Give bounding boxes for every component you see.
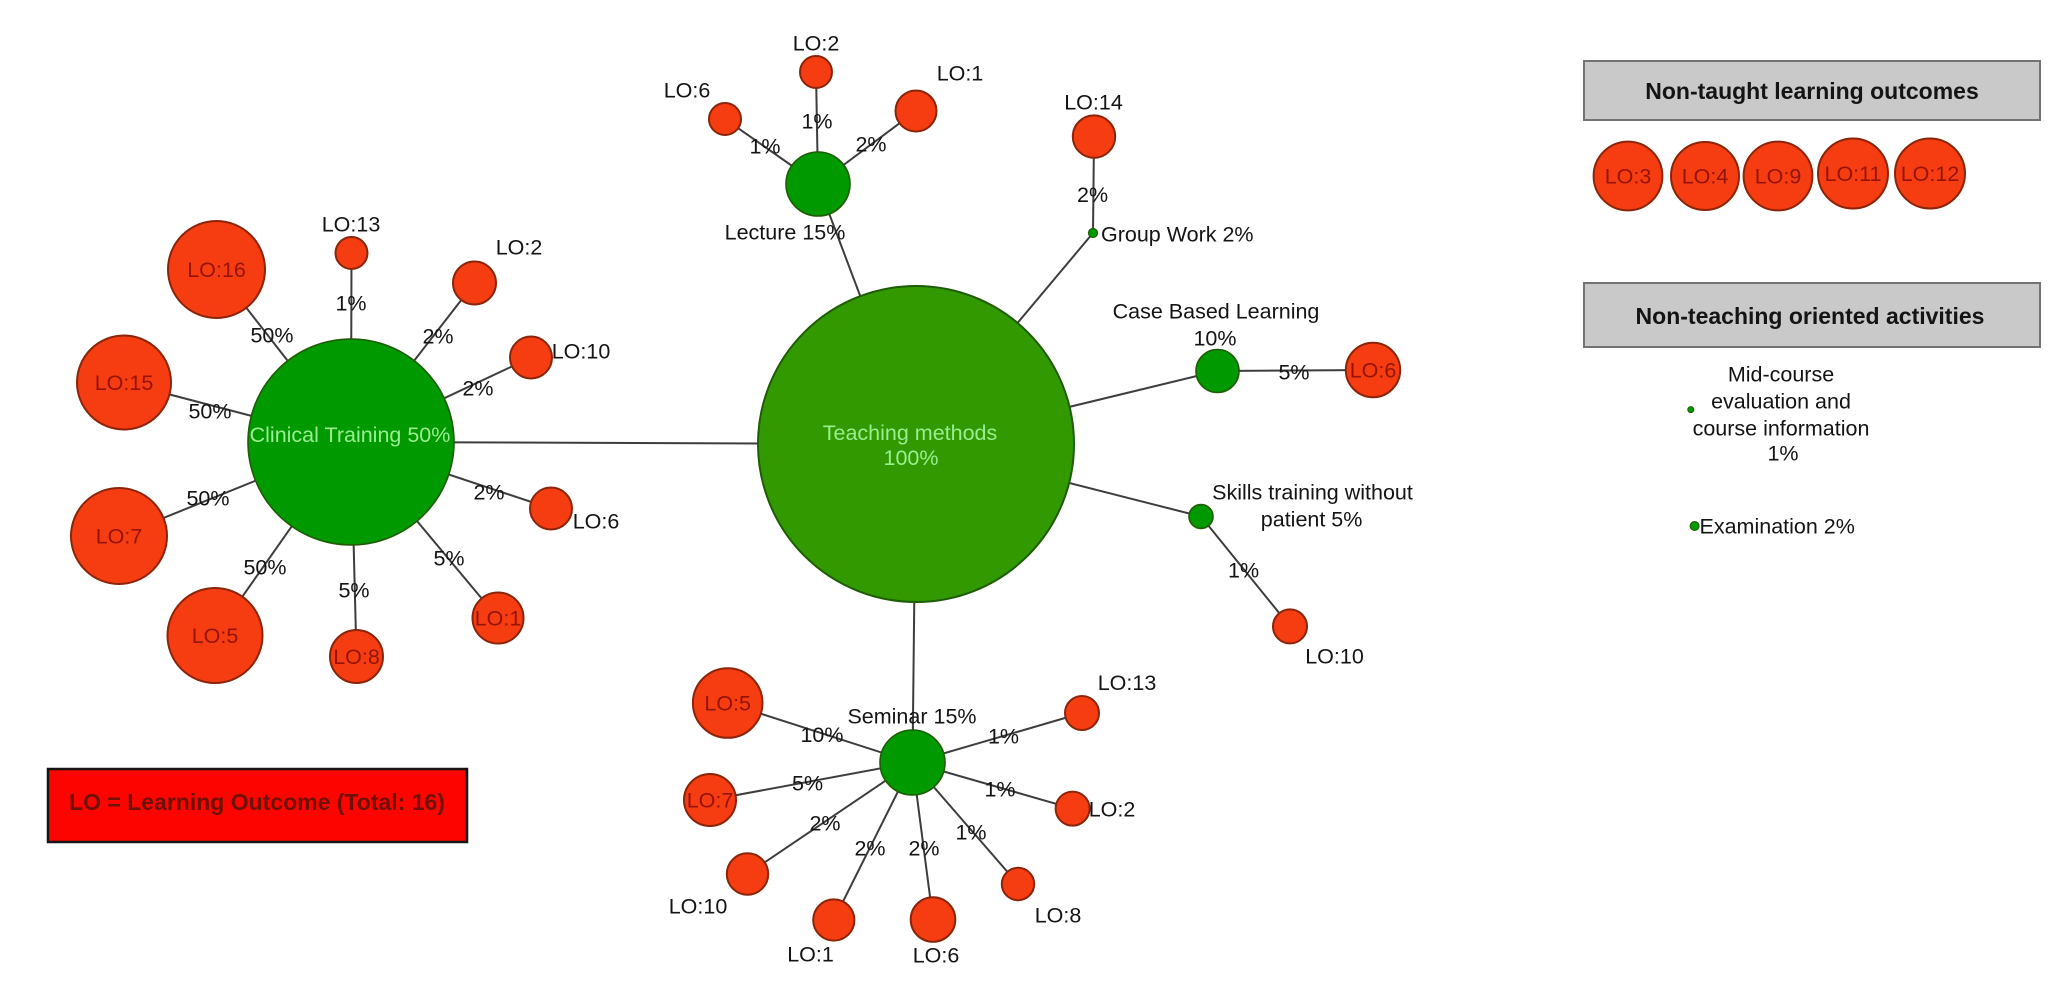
svg-text:2%: 2% bbox=[473, 481, 504, 505]
svg-text:LO:10: LO:10 bbox=[552, 340, 611, 364]
svg-text:LO:6: LO:6 bbox=[573, 510, 620, 534]
svg-text:1%: 1% bbox=[988, 725, 1019, 749]
svg-text:Case Based Learning: Case Based Learning bbox=[1113, 300, 1320, 324]
svg-text:LO:1: LO:1 bbox=[787, 943, 834, 967]
svg-text:1%: 1% bbox=[335, 292, 366, 316]
svg-text:Non-teaching oriented activiti: Non-teaching oriented activities bbox=[1636, 303, 1985, 329]
svg-text:LO:10: LO:10 bbox=[1305, 645, 1364, 669]
svg-text:LO:8: LO:8 bbox=[1035, 904, 1082, 928]
svg-text:1%: 1% bbox=[984, 778, 1015, 802]
svg-text:course information: course information bbox=[1693, 417, 1870, 441]
svg-text:LO:5: LO:5 bbox=[192, 624, 239, 648]
svg-text:2%: 2% bbox=[809, 812, 840, 836]
svg-text:LO:3: LO:3 bbox=[1605, 165, 1652, 189]
svg-text:LO:14: LO:14 bbox=[1064, 91, 1123, 115]
svg-text:50%: 50% bbox=[243, 556, 286, 580]
svg-text:LO:11: LO:11 bbox=[1825, 162, 1882, 186]
svg-text:LO:2: LO:2 bbox=[1089, 798, 1136, 822]
svg-text:LO:15: LO:15 bbox=[95, 371, 154, 395]
svg-text:50%: 50% bbox=[186, 487, 229, 511]
svg-text:2%: 2% bbox=[855, 133, 886, 157]
svg-text:Clinical Training 50%: Clinical Training 50% bbox=[250, 423, 451, 447]
svg-text:LO:1: LO:1 bbox=[937, 62, 984, 86]
svg-text:Skills training without: Skills training without bbox=[1212, 481, 1413, 505]
svg-text:2%: 2% bbox=[422, 325, 453, 349]
svg-text:1%: 1% bbox=[955, 821, 986, 845]
svg-text:10%: 10% bbox=[800, 723, 843, 747]
svg-text:Mid-course: Mid-course bbox=[1728, 363, 1834, 387]
svg-text:5%: 5% bbox=[338, 579, 369, 603]
svg-text:2%: 2% bbox=[908, 837, 939, 861]
svg-text:LO:7: LO:7 bbox=[687, 789, 734, 813]
svg-text:50%: 50% bbox=[250, 324, 293, 348]
svg-text:LO:9: LO:9 bbox=[1755, 165, 1802, 189]
svg-text:5%: 5% bbox=[1278, 361, 1309, 385]
svg-text:LO:2: LO:2 bbox=[793, 32, 840, 56]
svg-text:LO = Learning Outcome (Total:: LO = Learning Outcome (Total: 16) bbox=[69, 789, 445, 815]
svg-text:LO:7: LO:7 bbox=[96, 525, 143, 549]
svg-text:Seminar 15%: Seminar 15% bbox=[847, 705, 976, 729]
svg-text:LO:2: LO:2 bbox=[496, 236, 543, 260]
svg-text:LO:13: LO:13 bbox=[1098, 671, 1157, 695]
svg-text:50%: 50% bbox=[188, 400, 231, 424]
svg-text:100%: 100% bbox=[884, 446, 939, 470]
svg-text:LO:16: LO:16 bbox=[187, 258, 246, 282]
svg-text:5%: 5% bbox=[792, 772, 823, 796]
svg-text:LO:4: LO:4 bbox=[1682, 165, 1729, 189]
svg-text:2%: 2% bbox=[1077, 183, 1108, 207]
svg-text:LO:1: LO:1 bbox=[475, 607, 522, 631]
svg-text:evaluation and: evaluation and bbox=[1711, 390, 1851, 414]
svg-text:2%: 2% bbox=[854, 837, 885, 861]
svg-text:Non-taught learning outcomes: Non-taught learning outcomes bbox=[1645, 78, 1979, 104]
svg-text:patient 5%: patient 5% bbox=[1261, 508, 1363, 532]
svg-text:LO:10: LO:10 bbox=[669, 895, 728, 919]
svg-text:2%: 2% bbox=[462, 377, 493, 401]
svg-text:LO:6: LO:6 bbox=[1350, 359, 1397, 383]
svg-text:1%: 1% bbox=[801, 110, 832, 134]
svg-text:Examination 2%: Examination 2% bbox=[1700, 515, 1855, 539]
svg-text:10%: 10% bbox=[1193, 327, 1236, 351]
svg-text:Group Work 2%: Group Work 2% bbox=[1101, 223, 1254, 247]
svg-text:LO:6: LO:6 bbox=[913, 944, 960, 968]
svg-text:LO:12: LO:12 bbox=[1901, 162, 1960, 186]
svg-text:1%: 1% bbox=[1767, 442, 1798, 466]
svg-text:LO:8: LO:8 bbox=[333, 645, 380, 669]
svg-text:5%: 5% bbox=[433, 547, 464, 571]
svg-text:LO:13: LO:13 bbox=[322, 213, 381, 237]
svg-text:LO:6: LO:6 bbox=[664, 79, 711, 103]
svg-text:Lecture 15%: Lecture 15% bbox=[725, 221, 846, 245]
svg-text:1%: 1% bbox=[1228, 559, 1259, 583]
svg-text:Teaching methods: Teaching methods bbox=[823, 421, 998, 445]
svg-text:LO:5: LO:5 bbox=[704, 692, 751, 716]
svg-text:1%: 1% bbox=[749, 135, 780, 159]
